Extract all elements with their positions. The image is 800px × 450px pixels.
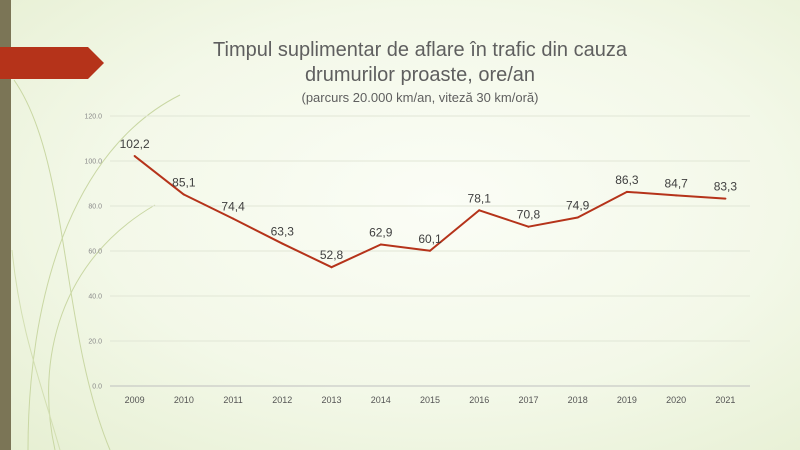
title-accent-tab [0, 47, 104, 79]
chart-title-block: Timpul suplimentar de aflare în trafic d… [150, 38, 690, 106]
data-label: 102,2 [120, 137, 150, 151]
x-tick-label: 2011 [223, 395, 242, 405]
x-tick-label: 2017 [518, 395, 538, 405]
slide-sidebar-bar [0, 0, 11, 450]
data-label: 78,1 [468, 191, 492, 205]
x-tick-label: 2015 [420, 395, 440, 405]
data-point [576, 216, 579, 219]
x-tick-label: 2021 [715, 395, 735, 405]
data-point [675, 194, 678, 197]
x-tick-label: 2013 [322, 395, 342, 405]
y-tick-label: 40.0 [88, 294, 102, 301]
data-point [330, 266, 333, 269]
chart-subtitle: (parcurs 20.000 km/an, viteză 30 km/oră) [301, 90, 539, 105]
data-label: 74,9 [566, 198, 590, 212]
data-label: 63,3 [271, 225, 295, 239]
y-tick-label: 120.0 [84, 114, 102, 121]
data-point [182, 193, 185, 196]
data-point [478, 209, 481, 212]
data-label: 85,1 [172, 176, 196, 190]
x-tick-label: 2019 [617, 395, 637, 405]
y-tick-label: 60.0 [88, 249, 102, 256]
y-tick-label: 0.0 [92, 384, 102, 391]
data-point [625, 190, 628, 193]
data-point [527, 225, 530, 228]
data-label: 86,3 [615, 173, 639, 187]
x-tick-label: 2014 [371, 395, 391, 405]
data-label: 70,8 [517, 208, 541, 222]
data-label: 84,7 [664, 176, 688, 190]
data-point [232, 217, 235, 220]
x-tick-label: 2010 [174, 395, 194, 405]
data-label: 60,1 [418, 232, 442, 246]
y-tick-label: 80.0 [88, 204, 102, 211]
data-point [133, 155, 136, 158]
y-tick-label: 100.0 [84, 159, 102, 166]
data-label: 62,9 [369, 225, 393, 239]
data-label: 74,4 [221, 200, 245, 214]
chart-title-line2: drumurilor proaste, ore/an [304, 64, 536, 86]
data-point [724, 197, 727, 200]
data-point [281, 242, 284, 245]
data-point [429, 249, 431, 252]
x-tick-label: 2016 [469, 395, 489, 405]
x-tick-label: 2012 [272, 395, 292, 405]
y-tick-label: 20.0 [88, 339, 102, 346]
x-tick-label: 2020 [666, 395, 686, 405]
chart-title-line1: Timpul suplimentar de aflare în trafic d… [213, 39, 627, 61]
x-tick-label: 2018 [568, 395, 588, 405]
data-label: 83,3 [714, 180, 738, 194]
data-point [379, 243, 382, 246]
data-label: 52,8 [320, 248, 344, 262]
x-tick-label: 2009 [125, 395, 145, 405]
